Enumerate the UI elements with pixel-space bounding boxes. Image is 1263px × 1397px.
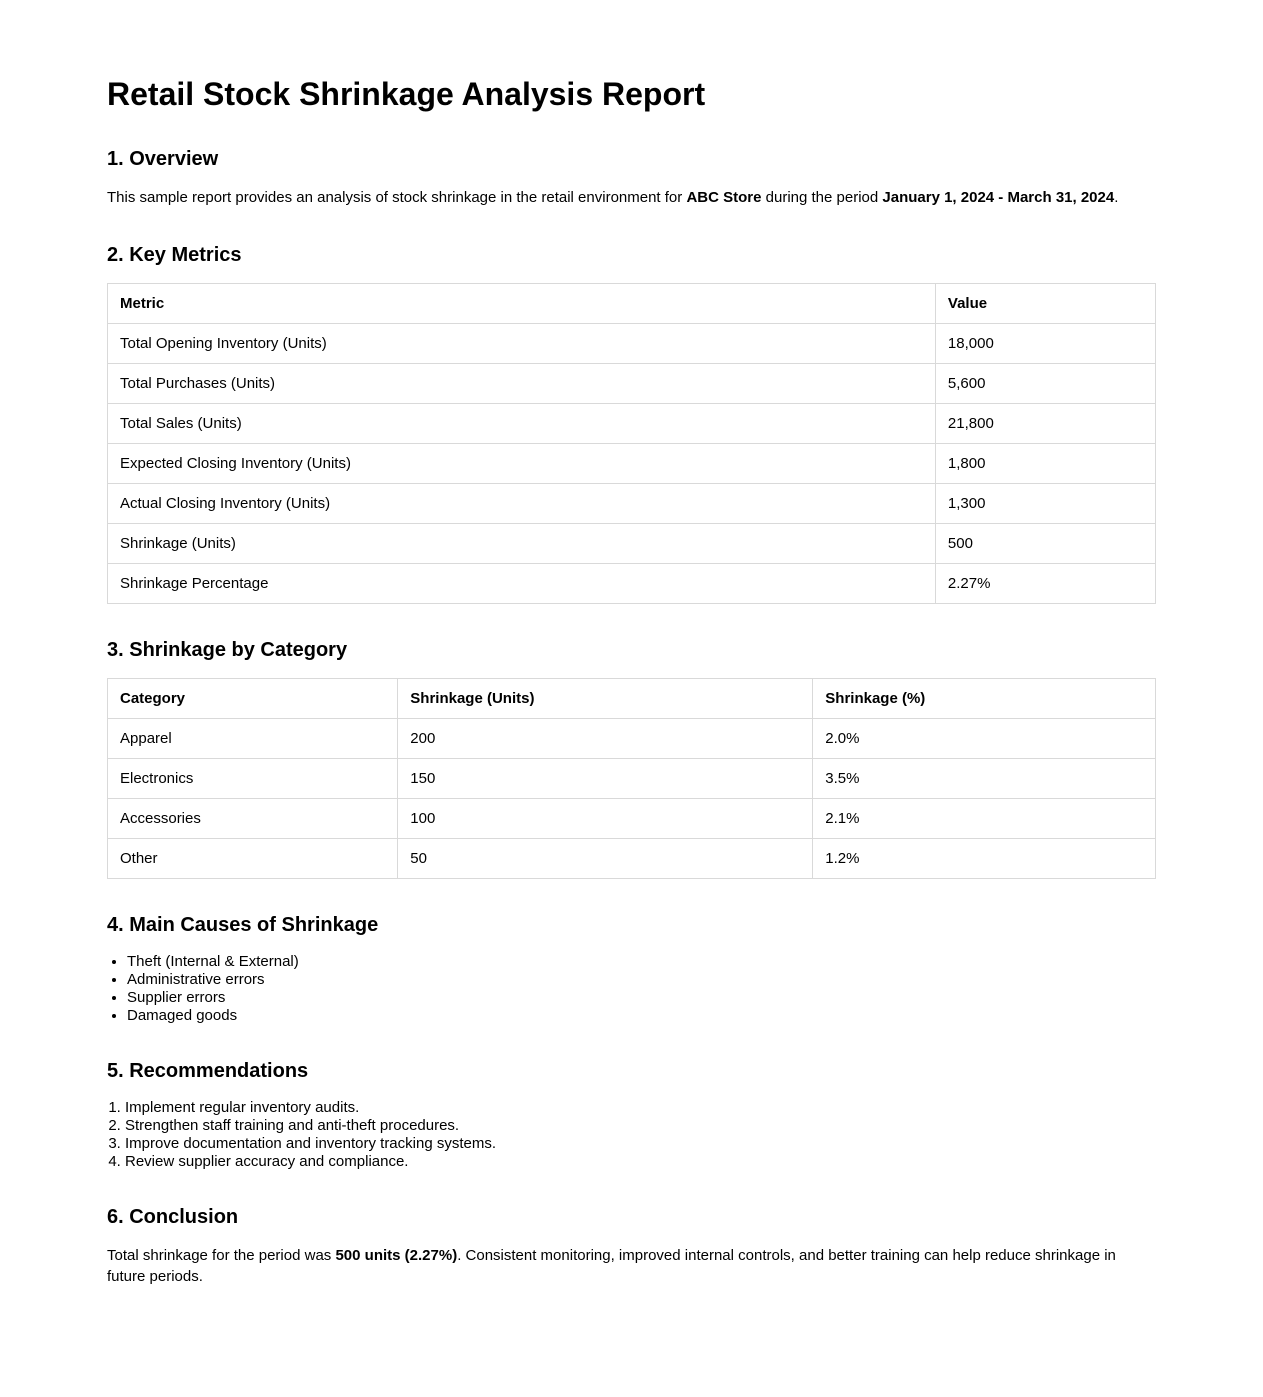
list-item: Strengthen staff training and anti-theft… xyxy=(125,1117,1156,1135)
category-cell: Accessories xyxy=(106,797,399,839)
units-cell: 100 xyxy=(397,797,814,839)
column-header-category: Category xyxy=(106,677,399,719)
column-header-shrinkage-percent: Shrinkage (%) xyxy=(812,677,1156,719)
recommendations-list: Implement regular inventory audits. Stre… xyxy=(107,1099,1156,1171)
overview-text-after: . xyxy=(1114,188,1119,206)
metric-cell: Total Opening Inventory (Units) xyxy=(107,322,936,364)
table-row: Accessories 100 2.1% xyxy=(106,797,1156,839)
metric-cell: Shrinkage (Units) xyxy=(107,522,936,564)
table-row: Total Opening Inventory (Units) 18,000 xyxy=(107,322,1157,364)
units-cell: 150 xyxy=(397,757,814,799)
percent-cell: 2.0% xyxy=(812,717,1156,759)
overview-heading: 1. Overview xyxy=(107,147,219,170)
page-title: Retail Stock Shrinkage Analysis Report xyxy=(107,76,706,112)
key-metrics-heading: 2. Key Metrics xyxy=(107,243,242,266)
value-cell: 500 xyxy=(934,522,1157,564)
key-metrics-table: Metric Value Total Opening Inventory (Un… xyxy=(107,282,1157,604)
overview-text-between: during the period xyxy=(761,188,883,206)
value-cell: 2.27% xyxy=(934,562,1157,604)
store-name: ABC Store xyxy=(686,188,762,206)
list-item: Review supplier accuracy and compliance. xyxy=(125,1153,1156,1171)
metric-cell: Total Purchases (Units) xyxy=(107,362,936,404)
table-row: Other 50 1.2% xyxy=(106,837,1156,879)
column-header-metric: Metric xyxy=(107,282,936,324)
shrinkage-by-category-heading: 3. Shrinkage by Category xyxy=(107,638,348,661)
table-row: Electronics 150 3.5% xyxy=(106,757,1156,799)
category-cell: Other xyxy=(106,837,399,879)
metric-cell: Expected Closing Inventory (Units) xyxy=(107,442,936,484)
value-cell: 18,000 xyxy=(934,322,1157,364)
table-row: Shrinkage Percentage 2.27% xyxy=(107,562,1157,604)
table-row: Total Sales (Units) 21,800 xyxy=(107,402,1157,444)
value-cell: 1,800 xyxy=(934,442,1157,484)
overview-text-before-store: This sample report provides an analysis … xyxy=(107,188,687,206)
shrinkage-by-category-table: Category Shrinkage (Units) Shrinkage (%)… xyxy=(106,677,1156,879)
conclusion-heading: 6. Conclusion xyxy=(107,1205,239,1228)
list-item: Damaged goods xyxy=(127,1007,1156,1025)
table-header-row: Category Shrinkage (Units) Shrinkage (%) xyxy=(106,677,1156,719)
list-item: Improve documentation and inventory trac… xyxy=(125,1135,1156,1153)
metric-cell: Total Sales (Units) xyxy=(107,402,936,444)
percent-cell: 2.1% xyxy=(812,797,1156,839)
units-cell: 50 xyxy=(397,837,814,879)
value-cell: 21,800 xyxy=(934,402,1157,444)
table-row: Shrinkage (Units) 500 xyxy=(107,522,1157,564)
category-cell: Apparel xyxy=(106,717,399,759)
percent-cell: 3.5% xyxy=(812,757,1156,799)
main-causes-list: Theft (Internal & External) Administrati… xyxy=(107,953,1156,1025)
list-item: Supplier errors xyxy=(127,989,1156,1007)
list-item: Administrative errors xyxy=(127,971,1156,989)
recommendations-heading: 5. Recommendations xyxy=(107,1059,309,1082)
main-causes-heading: 4. Main Causes of Shrinkage xyxy=(107,913,379,936)
value-cell: 5,600 xyxy=(934,362,1157,404)
conclusion-paragraph: Total shrinkage for the period was 500 u… xyxy=(107,1245,1156,1289)
table-row: Actual Closing Inventory (Units) 1,300 xyxy=(107,482,1157,524)
conclusion-text-before: Total shrinkage for the period was xyxy=(107,1246,336,1264)
conclusion-text-after: . Consistent monitoring, improved intern… xyxy=(107,1246,1116,1286)
overview-paragraph: This sample report provides an analysis … xyxy=(107,187,1156,209)
list-item: Implement regular inventory audits. xyxy=(125,1099,1156,1117)
percent-cell: 1.2% xyxy=(812,837,1156,879)
table-header-row: Metric Value xyxy=(107,282,1157,324)
units-cell: 200 xyxy=(397,717,814,759)
column-header-value: Value xyxy=(934,282,1157,324)
metric-cell: Shrinkage Percentage xyxy=(107,562,936,604)
metric-cell: Actual Closing Inventory (Units) xyxy=(107,482,936,524)
table-row: Apparel 200 2.0% xyxy=(106,717,1156,759)
column-header-shrinkage-units: Shrinkage (Units) xyxy=(397,677,814,719)
report-period: January 1, 2024 - March 31, 2024 xyxy=(882,188,1115,206)
list-item: Theft (Internal & External) xyxy=(127,953,1156,971)
table-row: Total Purchases (Units) 5,600 xyxy=(107,362,1157,404)
table-row: Expected Closing Inventory (Units) 1,800 xyxy=(107,442,1157,484)
category-cell: Electronics xyxy=(106,757,399,799)
conclusion-highlight: 500 units (2.27%) xyxy=(335,1246,458,1264)
value-cell: 1,300 xyxy=(934,482,1157,524)
